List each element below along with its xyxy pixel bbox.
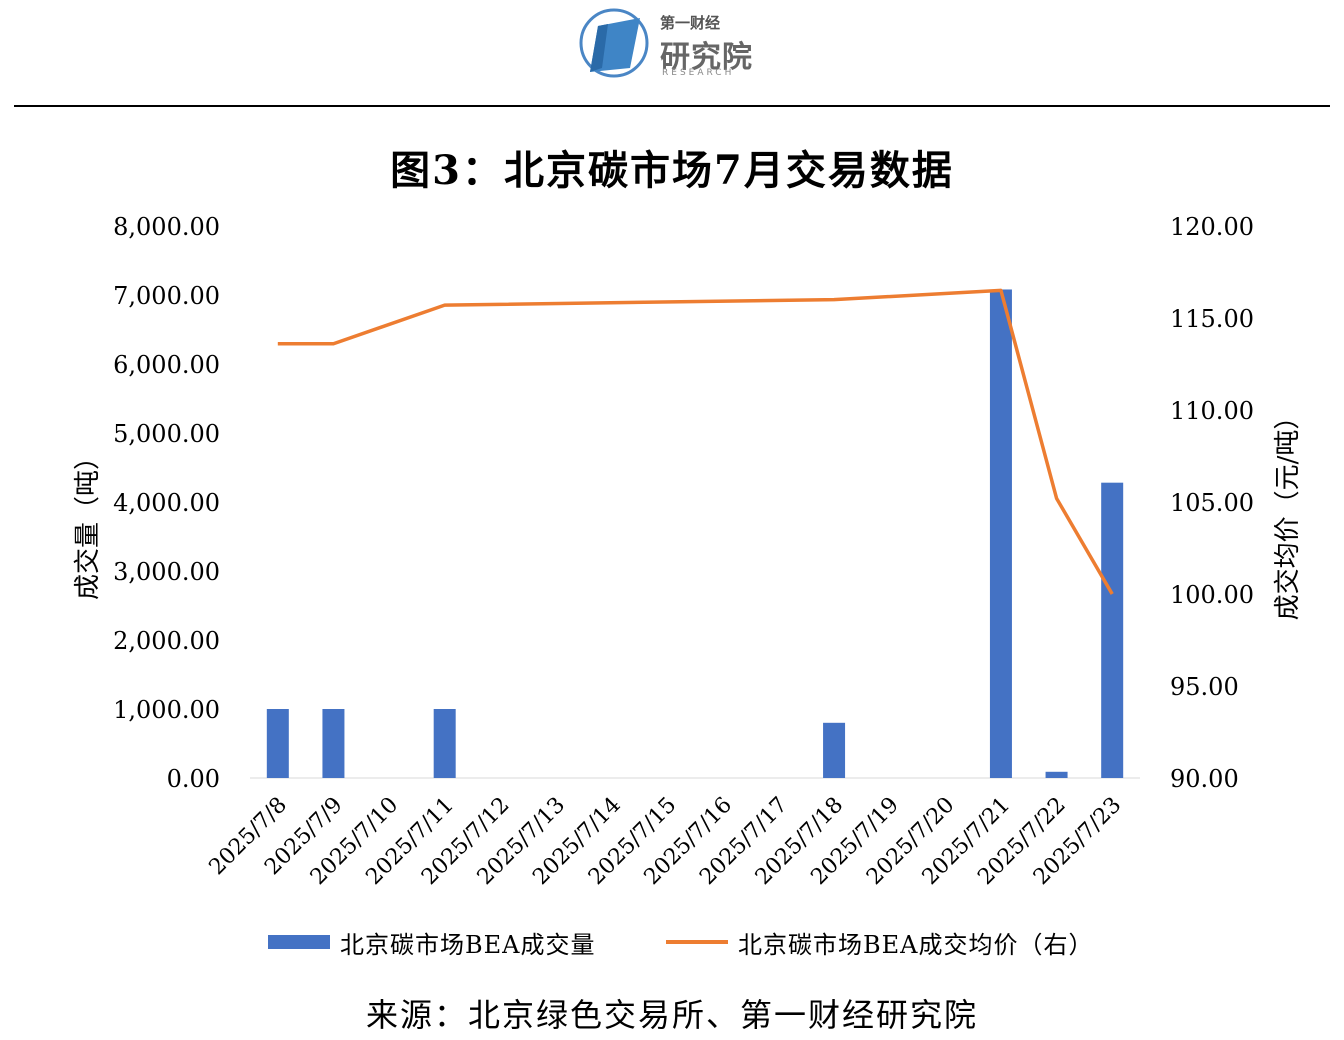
- y-tick-label: 5,000.00: [113, 420, 220, 448]
- y-tick-label: 4,000.00: [113, 489, 220, 517]
- price-line: [277, 288, 1114, 595]
- source-note: 来源：北京绿色交易所、第一财经研究院: [365, 996, 978, 1034]
- legend-line-swatch: [666, 940, 728, 944]
- y2-tick-label: 100.00: [1170, 581, 1254, 609]
- logo-text-sub: RESEARCH: [662, 68, 735, 78]
- research-logo: 第一财经 研究院 RESEARCH: [578, 6, 778, 80]
- y2-axis-title: 成交均价（元/吨）: [1273, 404, 1303, 621]
- legend-label-price: 北京碳市场BEA成交均价（右）: [738, 930, 1094, 959]
- bar: [1101, 482, 1124, 778]
- legend-bar-swatch: [268, 935, 330, 949]
- legend-item-volume: 北京碳市场BEA成交量: [268, 922, 596, 962]
- y-tick-label: 3,000.00: [113, 558, 220, 586]
- bar: [266, 709, 289, 778]
- chart-title: 图3：北京碳市场7月交易数据: [390, 147, 954, 194]
- legend-label-volume: 北京碳市场BEA成交量: [340, 930, 596, 959]
- y-tick-label: 2,000.00: [113, 627, 220, 655]
- legend-item-price: 北京碳市场BEA成交均价（右）: [666, 922, 1094, 962]
- logo-emblem-icon: [579, 8, 649, 78]
- bar: [823, 722, 846, 778]
- y2-tick-label: 105.00: [1170, 489, 1254, 517]
- logo-text-small: 第一财经: [660, 14, 721, 32]
- bar: [989, 289, 1012, 778]
- y-axis-title: 成交量（吨）: [73, 444, 103, 600]
- y-tick-label: 6,000.00: [113, 351, 220, 379]
- y2-tick-label: 120.00: [1170, 213, 1254, 241]
- y-tick-label: 1,000.00: [113, 696, 220, 724]
- header-divider: [14, 105, 1330, 107]
- bar: [1045, 771, 1068, 778]
- y-tick-label: 7,000.00: [113, 282, 220, 310]
- combo-chart: 0.00 1,000.00 2,000.00 3,000.00 4,000.00 5,00…: [73, 213, 1303, 890]
- logo-text-big: 研究院: [660, 40, 753, 75]
- bar: [433, 709, 456, 778]
- bar: [322, 709, 345, 778]
- y-tick-label: 8,000.00: [113, 213, 220, 241]
- y2-tick-label: 95.00: [1170, 673, 1239, 701]
- y2-tick-label: 110.00: [1170, 397, 1254, 425]
- y-tick-label: 0.00: [167, 765, 220, 793]
- y2-tick-label: 115.00: [1170, 305, 1254, 333]
- y2-tick-label: 90.00: [1170, 765, 1239, 793]
